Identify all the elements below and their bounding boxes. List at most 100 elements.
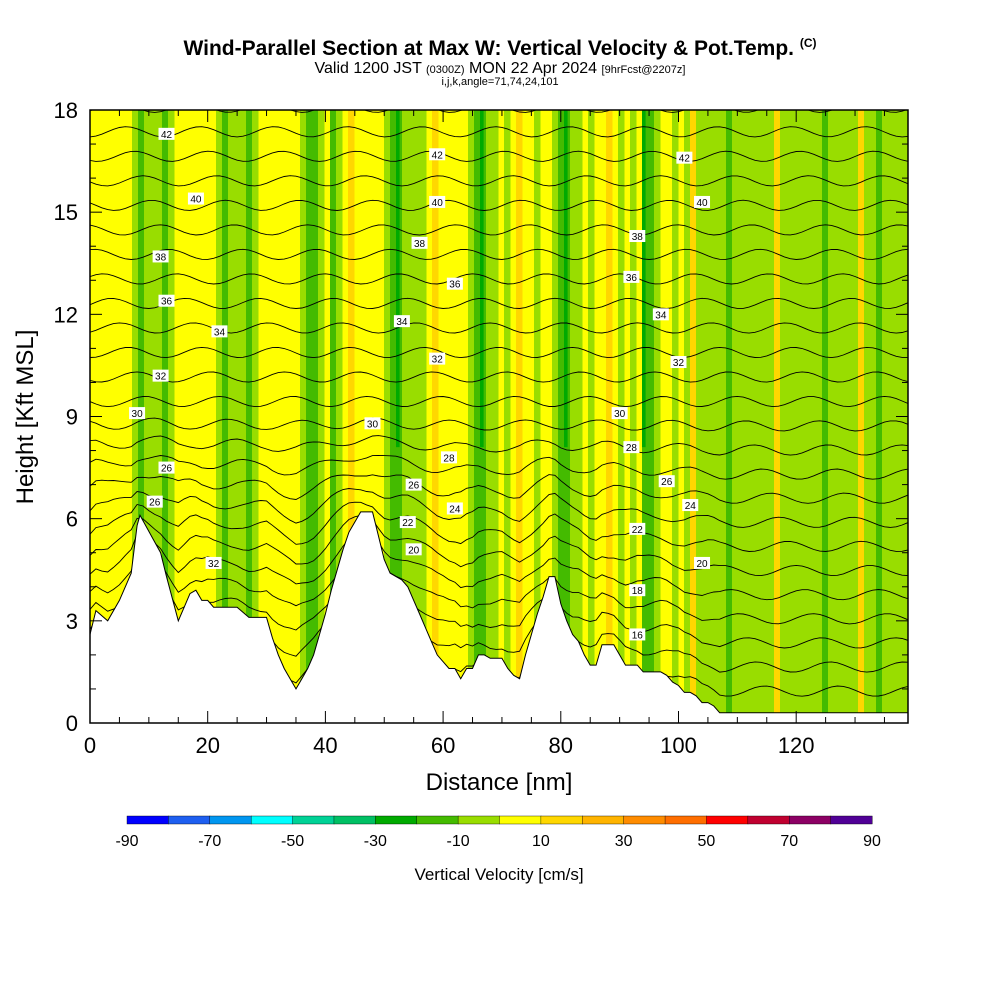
- contour-label-text: 40: [432, 198, 444, 209]
- contour-label-box: [146, 495, 163, 508]
- contour-label-text: 32: [155, 372, 167, 383]
- colorbar-swatch: [250, 815, 294, 825]
- field-column: [576, 110, 583, 723]
- contour-label-box: [694, 556, 711, 569]
- field-column: [888, 110, 895, 723]
- field-column: [762, 110, 769, 723]
- field-column: [780, 110, 787, 723]
- theta-contour-line: [90, 199, 908, 211]
- field-column: [300, 110, 307, 723]
- field-column: [630, 110, 637, 723]
- field-column: [468, 110, 475, 723]
- theta-contour-line: [90, 297, 908, 309]
- contour-label-box: [629, 230, 646, 243]
- colorbar-tick-label: 90: [863, 833, 881, 850]
- contour-label-box: [429, 195, 446, 208]
- field-column: [534, 110, 541, 723]
- field-column: [654, 110, 661, 723]
- x-tick-label: 80: [549, 733, 573, 758]
- theta-contour-line: [90, 488, 908, 528]
- field-column: [720, 110, 727, 723]
- colorbar-swatch: [209, 815, 252, 825]
- field-column: [702, 110, 709, 723]
- field-column: [420, 110, 427, 723]
- contour-label: 36: [623, 270, 640, 284]
- field-column: [408, 110, 415, 723]
- contour-label-box: [623, 270, 640, 283]
- field-column: [882, 110, 889, 723]
- colorbar-tick-label: 70: [780, 833, 798, 850]
- contour-label-text: 36: [161, 297, 173, 308]
- contour-label: 38: [152, 250, 169, 263]
- theta-contour-line: [90, 417, 908, 432]
- contour-label: 32: [152, 369, 169, 383]
- theta-contour-line: [90, 110, 908, 113]
- colorbar-tick-label: -30: [364, 833, 387, 850]
- field-column: [234, 110, 241, 723]
- field-column: [672, 110, 679, 723]
- contour-label-box: [652, 308, 669, 321]
- contour-label-box: [393, 315, 410, 328]
- field-column: [570, 110, 577, 723]
- colorbar-tick-label: 50: [698, 833, 716, 850]
- contour-label-text: 28: [626, 443, 638, 454]
- field-column: [312, 110, 319, 723]
- field-column: [810, 110, 817, 723]
- contour-label-box: [405, 478, 422, 491]
- contour-label: 30: [364, 417, 381, 430]
- field-column: [714, 110, 721, 723]
- y-tick-label: 12: [54, 302, 78, 327]
- theta-contour-line: [90, 562, 908, 649]
- colorbar-tick-label: 10: [532, 833, 550, 850]
- contour-label-box: [670, 356, 687, 369]
- contour-label: 40: [694, 195, 711, 209]
- contour-label: 30: [129, 407, 146, 420]
- contour-label: 42: [676, 151, 693, 165]
- colorbar-tick-label: -70: [198, 833, 221, 850]
- field-core: [480, 110, 484, 448]
- contour-label-text: 32: [432, 355, 444, 366]
- contour-label-text: 20: [696, 559, 708, 570]
- field-column: [798, 110, 805, 723]
- contour-label: 28: [623, 441, 640, 454]
- field-column: [240, 110, 247, 723]
- theta-contour-line: [90, 529, 908, 601]
- field-column: [168, 110, 175, 723]
- contour-label: 26: [405, 478, 422, 492]
- contour-label: 34: [211, 325, 228, 338]
- field-column: [432, 110, 439, 723]
- field-column: [684, 110, 691, 723]
- terrain-mask: [89, 511, 909, 724]
- contour-label-box: [405, 543, 422, 556]
- y-tick-label: 3: [66, 609, 78, 634]
- colorbar-swatch: [830, 815, 873, 825]
- field-column: [858, 110, 865, 723]
- colorbar-swatch: [582, 815, 625, 825]
- contour-label: 32: [670, 356, 687, 369]
- field-column: [756, 110, 763, 723]
- contour-label-text: 30: [367, 419, 379, 430]
- field-column: [552, 110, 559, 723]
- contour-label-box: [205, 556, 222, 569]
- field-column: [828, 110, 835, 723]
- contour-label-box: [152, 369, 169, 382]
- chart-indices: i,j,k,angle=71,74,24,101: [441, 76, 559, 88]
- contour-label-box: [676, 151, 693, 164]
- field-core: [642, 110, 646, 448]
- field-column: [558, 110, 565, 723]
- contour-label: 42: [158, 127, 175, 141]
- contour-label: 34: [393, 315, 410, 328]
- contour-label-text: 26: [161, 464, 173, 475]
- colorbar-swatch: [333, 815, 376, 825]
- field-column: [774, 110, 781, 723]
- contour-label-box: [211, 325, 228, 338]
- contour-label-text: 16: [632, 630, 644, 641]
- theta-contour-labels: 42 42 42 40 40 40 38 38 38 36 36 36 34 34 34 32 32 32 30 30…: [129, 127, 711, 641]
- field-column: [252, 110, 259, 723]
- colorbar-swatch: [664, 815, 707, 825]
- field-column: [492, 110, 499, 723]
- contour-label: 28: [440, 451, 457, 464]
- contour-label: 40: [187, 192, 204, 206]
- theta-contour-line: [90, 514, 908, 577]
- theta-contour-line: [90, 545, 908, 625]
